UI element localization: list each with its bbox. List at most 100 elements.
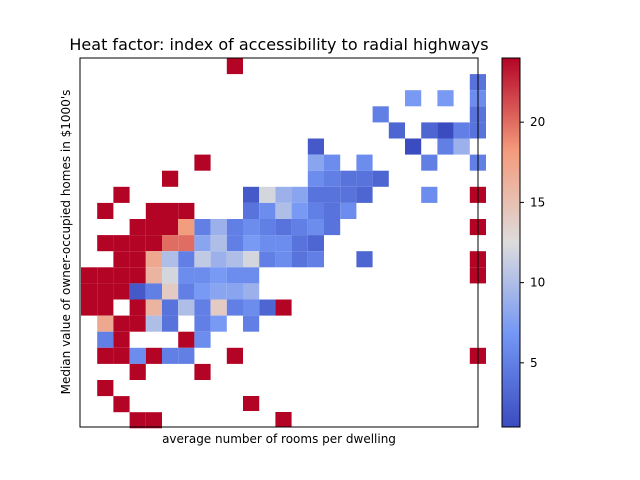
- heatmap-cell: [226, 347, 243, 364]
- heatmap-cell: [243, 267, 260, 284]
- heatmap-cell: [356, 251, 373, 268]
- heatmap-cell: [405, 138, 422, 155]
- heatmap-cell: [437, 138, 454, 155]
- y-axis-label: Median value of owner-occupied homes in …: [59, 90, 73, 395]
- heatmap-cell: [226, 299, 243, 316]
- heatmap-cell: [194, 315, 211, 332]
- heatmap-cell: [113, 235, 130, 252]
- heatmap-cell: [194, 251, 211, 268]
- heatmap-cell: [275, 202, 292, 219]
- heatmap-cell: [113, 347, 130, 364]
- heatmap-cell: [97, 315, 114, 332]
- heatmap-cell: [194, 154, 211, 171]
- heatmap-cell: [178, 251, 195, 268]
- colorbar: 5 10 15 20: [501, 57, 545, 428]
- heatmap-cell: [129, 412, 146, 429]
- heatmap-cell: [259, 251, 276, 268]
- colorbar-tick-label: 10: [530, 276, 545, 290]
- heatmap-cell: [129, 299, 146, 316]
- heatmap-cell: [194, 267, 211, 284]
- heatmap-cell: [243, 315, 260, 332]
- colorbar-tick-label: 20: [530, 115, 545, 129]
- heatmap-cell: [129, 347, 146, 364]
- heatmap-cell: [340, 202, 357, 219]
- heatmap-cell: [194, 235, 211, 252]
- heatmap-cell: [194, 331, 211, 348]
- heatmap-cell: [275, 219, 292, 236]
- heatmap-cell: [162, 347, 179, 364]
- heatmap-cell: [145, 283, 162, 300]
- heatmap-cell: [129, 283, 146, 300]
- heatmap-cell: [113, 251, 130, 268]
- heatmap-cell: [113, 331, 130, 348]
- heatmap-cell: [259, 299, 276, 316]
- heatmap-cell: [307, 219, 324, 236]
- heatmap-cell: [324, 170, 341, 187]
- heatmap-cell: [129, 267, 146, 284]
- heatmap-cell: [275, 412, 292, 427]
- heatmap-cell: [97, 235, 114, 252]
- heatmap-cell: [259, 235, 276, 252]
- heatmap-cell: [210, 219, 227, 236]
- heatmap-cell: [97, 283, 114, 300]
- heatmap-cell: [210, 299, 227, 316]
- heatmap-cell: [291, 235, 308, 252]
- heatmap-cell: [194, 363, 211, 380]
- heatmap-cell: [178, 235, 195, 252]
- heatmap-cell: [210, 251, 227, 268]
- heatmap-cell: [421, 186, 438, 203]
- heatmap-cell: [145, 347, 162, 364]
- heatmap-cell: [226, 283, 243, 300]
- heatmap-cell: [81, 283, 98, 300]
- heatmap-cell: [129, 363, 146, 380]
- heatmap-cell: [210, 267, 227, 284]
- plot-frame: [79, 57, 479, 428]
- heatmap-cell: [243, 283, 260, 300]
- heatmap-cell: [356, 186, 373, 203]
- heatmap-cell: [243, 202, 260, 219]
- heatmap-cell: [178, 331, 195, 348]
- x-axis-label: average number of rooms per dwelling: [162, 432, 396, 446]
- heatmap-cell: [243, 251, 260, 268]
- heatmap-cell: [243, 235, 260, 252]
- heatmap-cell: [178, 219, 195, 236]
- heatmap-cell: [194, 219, 211, 236]
- heatmap-cell: [129, 315, 146, 332]
- heatmap-cell: [324, 154, 341, 171]
- heatmap-cell: [162, 251, 179, 268]
- heatmap-cell: [178, 267, 195, 284]
- heatmap-cell: [162, 315, 179, 332]
- heatmap-cell: [453, 122, 470, 139]
- heatmap-cell: [226, 58, 243, 75]
- heatmap-cell: [97, 299, 114, 316]
- heatmap-cell: [275, 186, 292, 203]
- heatmap-cell: [145, 202, 162, 219]
- heatmap-cell: [210, 235, 227, 252]
- heatmap-cell: [259, 202, 276, 219]
- heatmap-cell: [97, 267, 114, 284]
- colorbar-tick-label: 15: [530, 195, 545, 209]
- heatmap-cell: [307, 154, 324, 171]
- chart-title: Heat factor: index of accessibility to r…: [69, 35, 488, 54]
- heatmap-cell: [113, 315, 130, 332]
- heatmap-cell: [226, 219, 243, 236]
- heatmap-cell: [162, 299, 179, 316]
- heatmap-cell: [145, 219, 162, 236]
- heatmap-cell: [324, 186, 341, 203]
- heatmap-cell: [113, 186, 130, 203]
- heatmap-cell: [340, 170, 357, 187]
- heatmap-cell: [453, 138, 470, 155]
- heatmap-cell: [129, 251, 146, 268]
- heatmap-cell: [113, 396, 130, 413]
- heatmap-cell: [97, 202, 114, 219]
- heatmap-cell: [162, 202, 179, 219]
- heatmap-cell: [162, 235, 179, 252]
- heatmap-cell: [437, 90, 454, 107]
- heatmap-cell: [178, 347, 195, 364]
- heatmap-cell: [356, 170, 373, 187]
- heatmap-cell: [291, 186, 308, 203]
- heatmap-cell: [307, 251, 324, 268]
- heatmap-cell: [307, 235, 324, 252]
- heatmap-cell: [307, 186, 324, 203]
- heatmap-cell: [145, 235, 162, 252]
